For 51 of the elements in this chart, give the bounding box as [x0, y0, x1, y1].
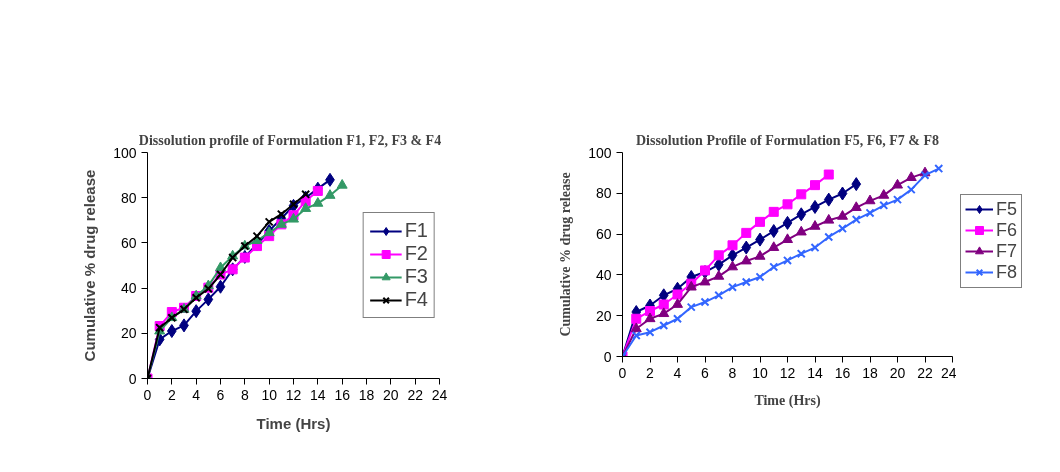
y-tick-label: 40 — [595, 266, 612, 283]
y-tick-label: 20 — [595, 307, 612, 324]
x-tick-label: 12 — [285, 386, 302, 403]
legend-label: F1 — [404, 219, 428, 242]
legend-label: F4 — [404, 288, 428, 311]
x-tick-label: 16 — [834, 364, 851, 381]
x-tick-label: 8 — [728, 364, 737, 381]
x-tick-label: 10 — [261, 386, 278, 403]
y-tick-label: 20 — [120, 325, 137, 342]
x-tick-label: 0 — [618, 364, 627, 381]
x-axis-title: Time (Hrs) — [256, 414, 331, 432]
x-tick-label: 0 — [143, 386, 152, 403]
x-tick-label: 12 — [779, 364, 796, 381]
y-tick-label: 60 — [120, 234, 137, 251]
y-tick-label: 100 — [588, 144, 612, 161]
x-tick-label: 22 — [407, 386, 424, 403]
legend-label: F7 — [996, 240, 1018, 262]
x-tick-label: 8 — [240, 386, 249, 403]
x-tick-label: 4 — [192, 386, 201, 403]
legend-label: F3 — [404, 265, 428, 288]
x-tick-label: 14 — [807, 364, 823, 381]
x-tick-label: 18 — [862, 364, 878, 381]
y-tick-label: 0 — [603, 348, 612, 365]
legend-label: F6 — [996, 219, 1018, 241]
x-tick-label: 18 — [358, 386, 375, 403]
chart-title: Dissolution profile of Formulation F1, F2, F3 & F4 — [138, 132, 442, 148]
x-tick-label: 6 — [216, 386, 225, 403]
x-tick-label: 4 — [673, 364, 682, 381]
y-axis-title: Cumulative % drug release — [558, 172, 574, 337]
y-axis-title: Cumulative % drug release — [81, 169, 99, 362]
y-tick-label: 60 — [595, 226, 612, 243]
y-tick-label: 80 — [120, 189, 137, 206]
x-tick-label: 2 — [646, 364, 655, 381]
x-tick-label: 20 — [889, 364, 906, 381]
x-tick-label: 6 — [701, 364, 710, 381]
y-tick-label: 40 — [120, 280, 137, 297]
x-tick-label: 14 — [310, 386, 326, 403]
y-tick-label: 80 — [595, 185, 612, 202]
legend-label: F2 — [404, 242, 428, 265]
legend-label: F8 — [996, 261, 1018, 283]
x-tick-label: 2 — [167, 386, 176, 403]
x-tick-label: 22 — [917, 364, 933, 381]
x-tick-label: 24 — [431, 386, 448, 403]
x-tick-label: 24 — [940, 364, 957, 381]
x-tick-label: 16 — [334, 386, 351, 403]
x-axis-title: Time (Hrs) — [754, 392, 821, 409]
chart-title: Dissolution Profile of Formulation F5, F6, F7 & F8 — [635, 132, 940, 148]
x-tick-label: 10 — [752, 364, 768, 381]
y-tick-label: 100 — [113, 144, 137, 161]
x-tick-label: 20 — [383, 386, 399, 403]
legend-label: F5 — [996, 198, 1018, 220]
